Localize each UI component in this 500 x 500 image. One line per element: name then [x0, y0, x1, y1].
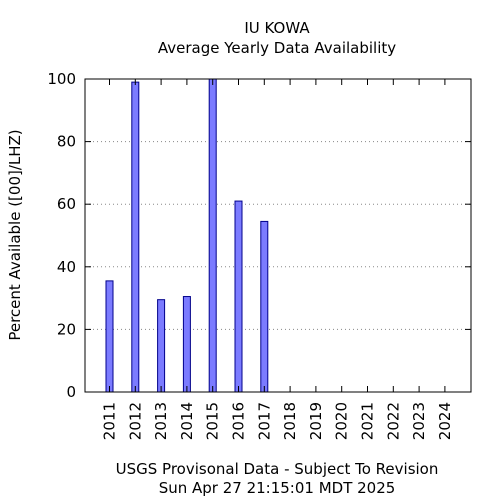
x-tick-label-2011: 2011: [101, 402, 119, 440]
x-axis-label: USGS Provisonal Data - Subject To Revisi…: [116, 460, 439, 478]
x-tick-label-2022: 2022: [384, 402, 402, 440]
axes: [84, 78, 472, 393]
y-tick-label: 60: [57, 195, 76, 213]
x-tick-label-2021: 2021: [359, 402, 377, 440]
x-tick-label-2020: 2020: [333, 402, 351, 440]
x-tick-label-2018: 2018: [281, 402, 299, 440]
bar-2011: [105, 280, 114, 393]
y-tick-label: 80: [57, 133, 76, 151]
y-tick-label: 40: [57, 258, 76, 276]
bar-2016: [234, 200, 243, 393]
y-tick-label: 100: [47, 70, 76, 88]
plot-frame: [84, 78, 472, 393]
x-tick-label-2014: 2014: [178, 402, 196, 440]
x-tick-label-2017: 2017: [255, 402, 273, 440]
x-tick-label-2019: 2019: [307, 402, 325, 440]
x-tick-label-2023: 2023: [410, 402, 428, 440]
timestamp-footer: Sun Apr 27 21:15:01 MDT 2025: [159, 479, 396, 497]
chart-subtitle: Average Yearly Data Availability: [158, 39, 396, 57]
x-tick-label-2013: 2013: [152, 402, 170, 440]
y-tick-labels: 0 20 40 60 80 100: [47, 70, 76, 401]
grid-lines: [85, 78, 471, 330]
bar-2013: [157, 299, 166, 393]
bar-2015: [208, 78, 217, 393]
x-tick-label-2016: 2016: [230, 402, 248, 440]
bar-2017: [260, 220, 269, 393]
y-axis-label: Percent Available ([00]/LHZ): [6, 129, 24, 340]
chart-title: IU KOWA: [244, 19, 310, 37]
x-tick-label-2015: 2015: [204, 402, 222, 440]
bar-2012: [131, 81, 140, 393]
x-tick-label-2024: 2024: [436, 402, 454, 440]
x-tick-label-2012: 2012: [126, 402, 144, 440]
y-tick-label: 0: [66, 383, 76, 401]
bar-2014: [182, 296, 191, 393]
x-tick-labels: 2011 2012 2013 2014 2015 2016 2017 2018 2019 2020…: [101, 402, 454, 440]
y-tick-label: 20: [57, 320, 76, 338]
bars: [105, 78, 269, 393]
